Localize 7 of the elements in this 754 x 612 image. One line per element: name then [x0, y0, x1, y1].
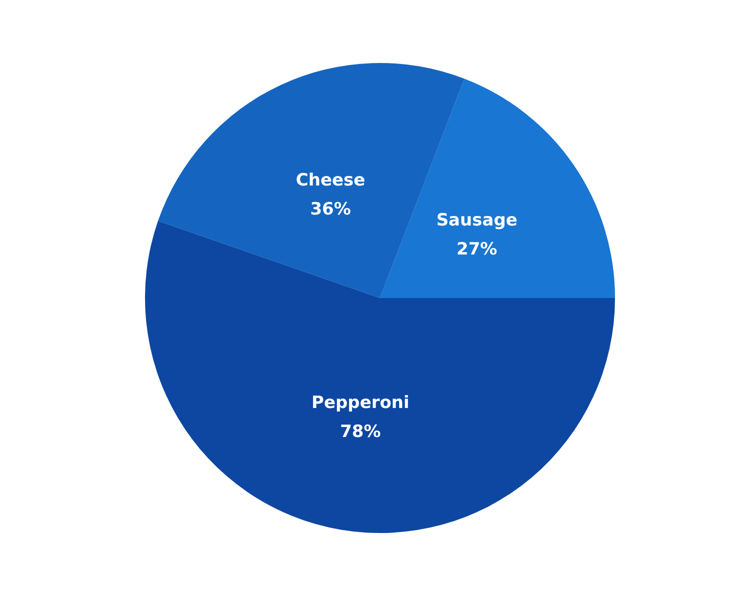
- pie-slice: [380, 78, 615, 298]
- slice-label: Pepperoni: [312, 392, 410, 413]
- slice-label: Cheese: [296, 170, 366, 190]
- data-label: 27%: [456, 240, 498, 260]
- slice-label: Sausage: [436, 210, 518, 230]
- data-label: 36%: [310, 199, 351, 220]
- data-label: 78%: [340, 422, 381, 442]
